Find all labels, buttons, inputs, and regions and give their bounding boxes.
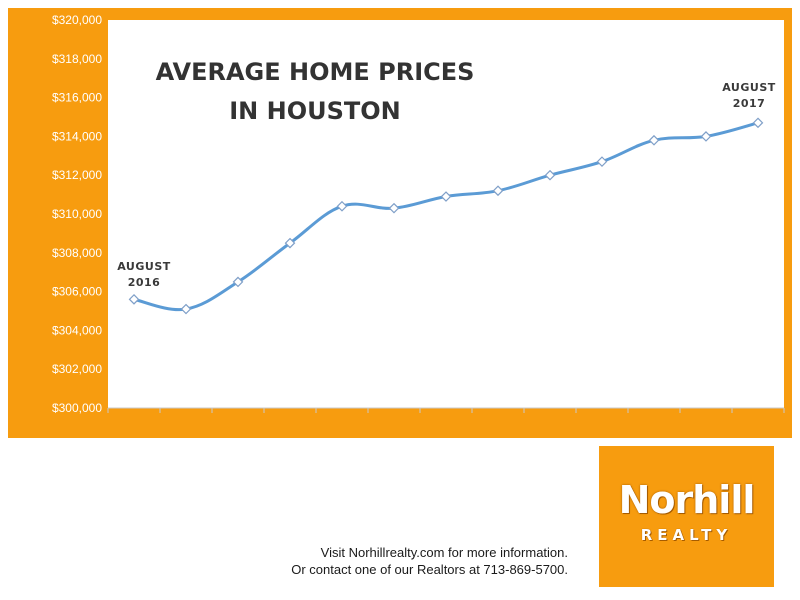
footer-website-line: Visit Norhillrealty.com for more informa… bbox=[320, 545, 568, 560]
y-axis: $300,000 $302,000 $304,000 $306,000 $308,000… bbox=[52, 13, 102, 415]
annotation-start: AUGUST 2016 bbox=[117, 260, 171, 289]
annotation-end-line-1: AUGUST bbox=[722, 81, 776, 94]
annotation-start-line-1: AUGUST bbox=[117, 260, 171, 273]
y-tick-label: $306,000 bbox=[52, 285, 102, 299]
y-tick-label: $304,000 bbox=[52, 323, 102, 337]
data-point-marker bbox=[492, 185, 504, 197]
x-axis bbox=[107, 407, 785, 413]
data-point-marker bbox=[544, 169, 556, 181]
chart-title-line-1: AVERAGE HOME PRICES bbox=[156, 58, 475, 86]
data-point-marker bbox=[596, 156, 608, 167]
y-tick-label: $316,000 bbox=[52, 91, 102, 105]
data-point-marker bbox=[128, 294, 140, 305]
data-point-marker bbox=[336, 200, 348, 212]
data-point-marker bbox=[752, 117, 764, 129]
data-point-marker bbox=[440, 191, 452, 202]
data-point-marker bbox=[700, 131, 712, 142]
data-point-marker bbox=[284, 237, 296, 249]
y-tick-label: $308,000 bbox=[52, 246, 102, 260]
data-point-marker bbox=[648, 134, 660, 146]
y-tick-label: $302,000 bbox=[52, 362, 102, 376]
data-point-marker bbox=[232, 276, 244, 288]
logo-subtitle: REALTY bbox=[640, 526, 733, 544]
contact-footer: Visit Norhillrealty.com for more informa… bbox=[291, 544, 568, 578]
data-point-marker bbox=[180, 303, 192, 315]
annotation-start-line-2: 2016 bbox=[128, 276, 161, 289]
y-tick-label: $300,000 bbox=[52, 401, 102, 415]
data-point-marker bbox=[388, 202, 400, 214]
chart-title: AVERAGE HOME PRICES IN HOUSTON bbox=[156, 58, 475, 125]
y-tick-label: $318,000 bbox=[52, 52, 102, 66]
line-chart: $300,000 $302,000 $304,000 $306,000 $308,000… bbox=[52, 13, 785, 415]
y-tick-label: $312,000 bbox=[52, 168, 102, 182]
annotation-end: AUGUST 2017 bbox=[722, 81, 776, 110]
y-tick-label: $310,000 bbox=[52, 207, 102, 221]
chart-title-line-2: IN HOUSTON bbox=[229, 97, 401, 125]
norhill-logo: Norhill REALTY bbox=[599, 446, 774, 587]
chart-frame: $300,000 $302,000 $304,000 $306,000 $308,000… bbox=[8, 8, 792, 438]
plot-area bbox=[108, 20, 784, 408]
data-points bbox=[128, 117, 764, 315]
logo-name: Norhill bbox=[618, 478, 756, 522]
y-tick-label: $320,000 bbox=[52, 13, 102, 27]
y-tick-label: $314,000 bbox=[52, 129, 102, 143]
annotation-end-line-2: 2017 bbox=[733, 97, 766, 110]
footer-phone-line: Or contact one of our Realtors at 713-86… bbox=[291, 562, 568, 577]
